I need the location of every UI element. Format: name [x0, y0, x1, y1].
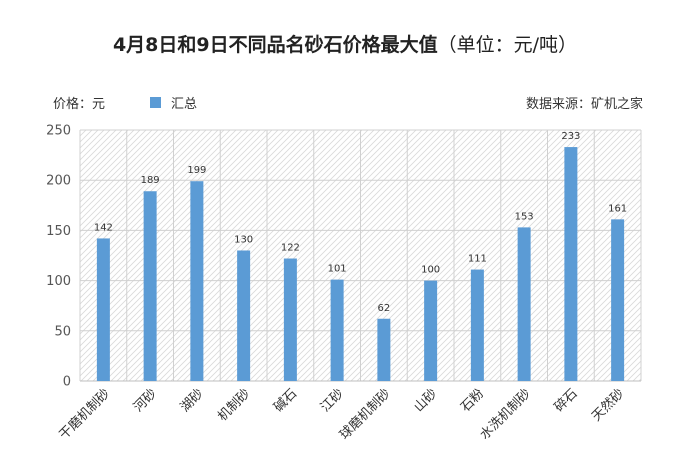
bar — [470, 269, 484, 381]
bar — [424, 280, 438, 381]
x-category-label: 水洗机制砂 — [477, 386, 534, 443]
bar — [330, 279, 344, 381]
bar — [283, 258, 297, 381]
legend: 汇总 — [150, 93, 197, 112]
data-label: 189 — [141, 175, 160, 186]
x-category-label: 机制砂 — [215, 386, 253, 424]
bar — [611, 219, 625, 381]
data-label: 111 — [468, 254, 487, 265]
x-category-label: 湖砂 — [178, 386, 207, 415]
data-label: 233 — [561, 131, 580, 142]
legend-swatch — [150, 97, 161, 108]
x-category-label: 河砂 — [131, 386, 160, 415]
bar — [564, 147, 578, 381]
y-tick-label: 100 — [46, 274, 71, 289]
legend-label: 汇总 — [171, 97, 198, 112]
y-tick-label: 0 — [63, 375, 71, 390]
y-tick-label: 150 — [46, 224, 71, 239]
x-category-label: 石粉 — [458, 386, 487, 415]
x-category-label: 干磨机制砂 — [57, 386, 114, 443]
bar — [517, 227, 531, 381]
data-label: 153 — [515, 211, 534, 222]
y-tick-label: 250 — [46, 124, 71, 139]
data-label: 101 — [328, 264, 347, 275]
x-category-label: 江砂 — [318, 386, 347, 415]
y-tick-label: 50 — [54, 324, 71, 339]
chart-title: 4月8日和9日不同品名砂石价格最大值（单位：元/吨） — [0, 30, 690, 57]
data-label: 122 — [281, 243, 300, 254]
data-label: 199 — [187, 165, 206, 176]
bar — [237, 250, 251, 381]
x-category-label: 天然砂 — [589, 386, 628, 425]
bar — [377, 318, 391, 381]
data-source-label: 数据来源：矿机之家 — [525, 97, 643, 112]
x-category-label: 山砂 — [411, 386, 440, 415]
data-label: 142 — [94, 222, 113, 233]
bar — [96, 238, 110, 381]
x-category-label: 碱石 — [271, 386, 300, 415]
chart-title-unit: （单位：元/吨） — [437, 34, 578, 56]
bar — [143, 191, 157, 381]
y-tick-label: 200 — [46, 174, 71, 189]
chart-title-main: 4月8日和9日不同品名砂石价格最大值 — [112, 34, 438, 56]
data-label: 100 — [421, 265, 440, 276]
bar — [190, 181, 204, 381]
data-label: 62 — [378, 303, 391, 314]
data-label: 161 — [608, 203, 627, 214]
x-category-label: 碎石 — [552, 386, 581, 415]
data-label: 130 — [234, 234, 253, 245]
x-category-label: 球磨机制砂 — [337, 386, 394, 443]
price-unit-label: 价格：元 — [53, 97, 106, 112]
